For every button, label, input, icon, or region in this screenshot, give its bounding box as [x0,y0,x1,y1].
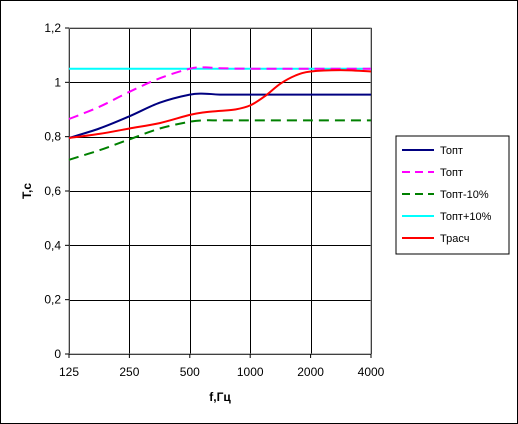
series-line-3 [68,119,371,161]
x-tick-label: 1000 [237,365,264,379]
x-tick-label: 2000 [297,365,324,379]
x-tick-label: 250 [119,365,139,379]
series-lines [68,66,372,161]
legend-label: Трасч [440,233,469,245]
legend: Топт Топт Топт-10% Топт+10% Трасч [395,135,510,255]
series-line-1 [68,92,371,139]
series-line-5 [68,69,372,139]
y-tick-label: 0,2 [44,293,61,307]
x-tick-label: 4000 [358,365,385,379]
x-axis: 125 250 500 1000 2000 4000 [59,354,385,379]
y-tick-label: 0,8 [44,130,61,144]
legend-label: Топт [440,167,463,179]
y-tick-label: 0 [54,347,61,361]
legend-box [395,135,510,255]
x-tick-label: 125 [59,365,79,379]
x-tick-label: 500 [180,365,200,379]
y-tick-label: 0,6 [44,184,61,198]
y-axis: 0 0,2 0,4 0,6 0,8 1 1,2 [44,21,69,361]
y-tick-label: 1 [54,75,61,89]
legend-label: Топт-10% [440,189,489,201]
y-tick-label: 1,2 [44,21,61,35]
legend-label: Топт [440,145,463,157]
x-axis-title: f,Гц [209,390,231,404]
y-axis-title: T,c [20,183,34,199]
series-line-2 [68,66,371,120]
legend-label: Топт+10% [440,211,492,223]
y-tick-label: 0,4 [44,238,61,252]
grid [69,28,372,355]
